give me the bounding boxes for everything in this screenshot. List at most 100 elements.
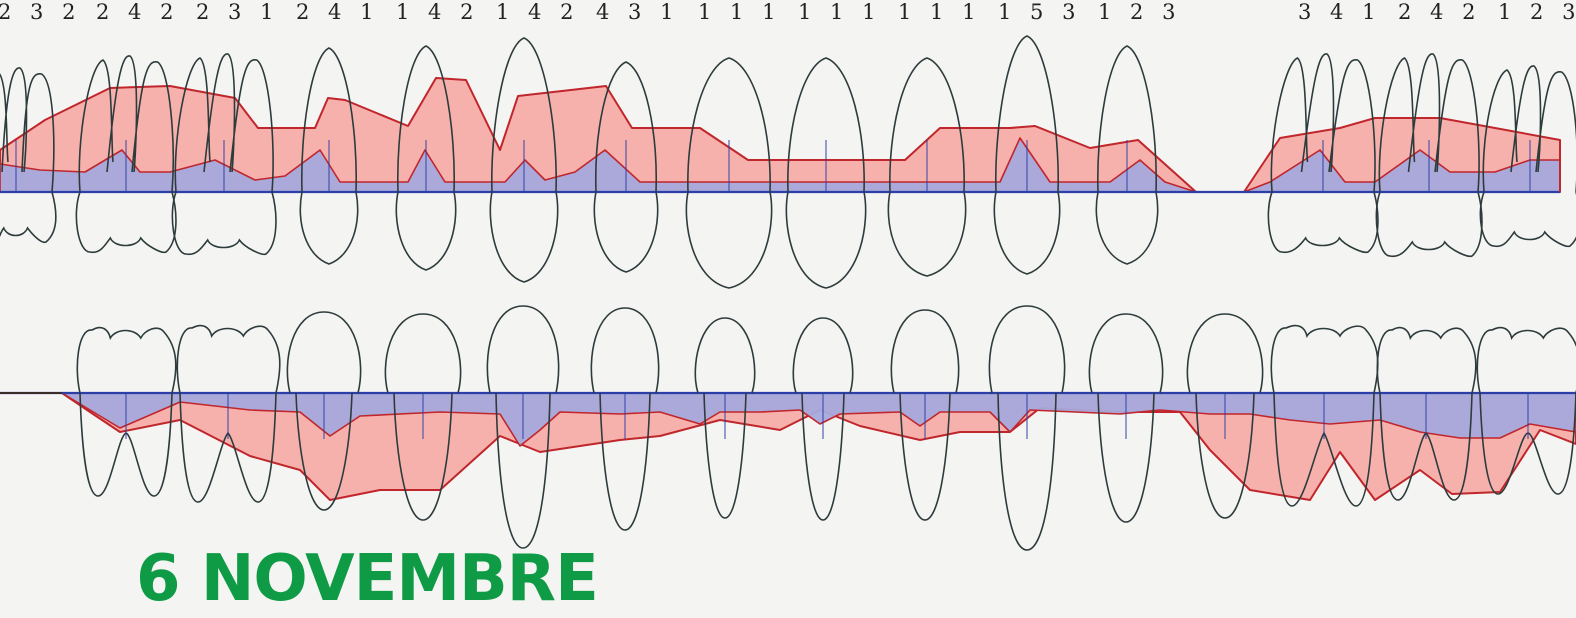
upper-tooth — [785, 57, 867, 289]
upper-tooth — [1095, 45, 1159, 265]
upper-gingiva-band — [0, 137, 1561, 193]
upper-recession-band — [0, 77, 1561, 193]
tooth-root-outline — [889, 57, 965, 193]
upper-tooth — [993, 35, 1061, 275]
upper-tooth — [1375, 53, 1483, 258]
tooth-root-outline — [899, 392, 951, 521]
probing-depth-label: 4 3 1 — [596, 0, 680, 24]
tooth-root-outline — [1097, 392, 1155, 523]
tooth-crown-outline — [890, 309, 960, 394]
tooth-crown-outline — [1270, 324, 1379, 394]
lower-tooth — [890, 309, 960, 521]
tooth-root-outline — [491, 37, 557, 193]
tooth-root-outline — [393, 392, 453, 521]
upper-tooth — [489, 37, 559, 283]
tooth-crown-outline — [489, 191, 559, 283]
probing-depth-label: 2 4 2 — [96, 0, 180, 24]
lower-tooth — [1376, 326, 1477, 501]
upper-tooth — [593, 61, 659, 273]
tooth-crown-outline — [1095, 191, 1159, 265]
tooth-root-outline — [495, 392, 551, 549]
tooth-crown-outline — [1186, 313, 1264, 394]
tooth-root-outline — [174, 53, 274, 193]
probing-depth-label: 1 1 1 — [698, 0, 782, 24]
tooth-crown-outline — [685, 191, 773, 289]
tooth-root-outline — [1482, 65, 1576, 193]
tooth-crown-outline — [395, 191, 457, 271]
tooth-crown-outline — [286, 311, 362, 394]
upper-tooth — [75, 55, 177, 254]
lower-tooth — [694, 317, 756, 519]
tooth-crown-outline — [792, 317, 854, 394]
tooth-crown-outline — [1376, 326, 1477, 394]
upper-probing-depth-row: 2 3 2 2 4 2 2 3 1 2 4 1 1 4 2 1 4 2 4 3 1 1 1 1… — [0, 0, 1576, 26]
tooth-crown-outline — [171, 191, 277, 256]
tooth-crown-outline — [785, 191, 867, 289]
probing-depth-label: 3 4 1 — [1298, 0, 1382, 24]
tooth-crown-outline — [1267, 191, 1379, 254]
probing-depth-label: 1 5 3 — [998, 0, 1082, 24]
upper-tooth — [0, 67, 57, 244]
upper-arch — [0, 35, 1576, 289]
tooth-crown-outline — [593, 191, 659, 273]
tooth-crown-outline — [1375, 191, 1483, 258]
probing-depth-label: 2 3 2 — [0, 0, 82, 24]
probing-depth-label: 1 2 3 — [1098, 0, 1182, 24]
tooth-crown-outline — [1479, 191, 1576, 248]
probing-depth-label: 2 4 1 — [296, 0, 380, 24]
tooth-root-outline — [0, 67, 55, 193]
upper-tooth — [1479, 65, 1576, 248]
tooth-root-outline — [787, 57, 865, 193]
upper-tooth — [1267, 53, 1379, 254]
tooth-root-outline — [995, 35, 1059, 193]
tooth-crown-outline — [694, 317, 756, 394]
tooth-crown-outline — [590, 307, 660, 394]
tooth-crown-outline — [0, 191, 57, 244]
upper-tooth — [171, 53, 277, 256]
probing-depth-label: 1 4 2 — [396, 0, 480, 24]
tooth-root-outline — [1096, 45, 1158, 193]
upper-tooth — [685, 57, 773, 289]
tooth-root-outline — [687, 57, 771, 193]
lower-tooth — [1476, 326, 1576, 495]
tooth-root-outline — [703, 392, 747, 519]
tooth-root-outline — [997, 392, 1057, 551]
tooth-crown-outline — [384, 313, 462, 394]
tooth-crown-outline — [1088, 313, 1164, 394]
lower-tooth — [76, 326, 177, 497]
lower-tooth — [1270, 324, 1379, 507]
tooth-root-outline — [1195, 392, 1255, 519]
upper-tooth — [299, 47, 359, 265]
tooth-crown-outline — [486, 305, 560, 394]
tooth-root-outline — [599, 392, 651, 531]
tooth-root-outline — [396, 45, 456, 193]
lower-tooth — [988, 305, 1066, 551]
upper-tooth — [887, 57, 967, 277]
tooth-root-outline — [1378, 53, 1480, 193]
lower-arch — [0, 305, 1576, 551]
lower-tooth — [286, 311, 362, 511]
tooth-crown-outline — [887, 191, 967, 277]
lower-tooth — [486, 305, 560, 549]
lower-tooth — [176, 324, 281, 503]
lower-tooth — [1088, 313, 1164, 523]
tooth-root-outline — [78, 55, 174, 193]
tooth-crown-outline — [176, 324, 281, 394]
tooth-crown-outline — [299, 191, 359, 265]
tooth-crown-outline — [76, 326, 177, 394]
lower-tooth — [384, 313, 462, 521]
headline-date: 6 NOVEMBRE — [136, 542, 599, 616]
tooth-root-outline — [295, 392, 353, 511]
probing-depth-label: 2 3 1 — [196, 0, 280, 24]
tooth-crown-outline — [1476, 326, 1576, 394]
probing-depth-label: 1 2 3 — [1498, 0, 1576, 24]
probing-depth-label: 1 4 2 — [496, 0, 580, 24]
probing-depth-label: 1 1 1 — [898, 0, 982, 24]
lower-tooth — [590, 307, 660, 531]
tooth-crown-outline — [988, 305, 1066, 394]
lower-tooth — [792, 317, 854, 521]
probing-depth-label: 1 1 1 — [798, 0, 882, 24]
tooth-crown-outline — [993, 191, 1061, 275]
lower-tooth — [1186, 313, 1264, 519]
